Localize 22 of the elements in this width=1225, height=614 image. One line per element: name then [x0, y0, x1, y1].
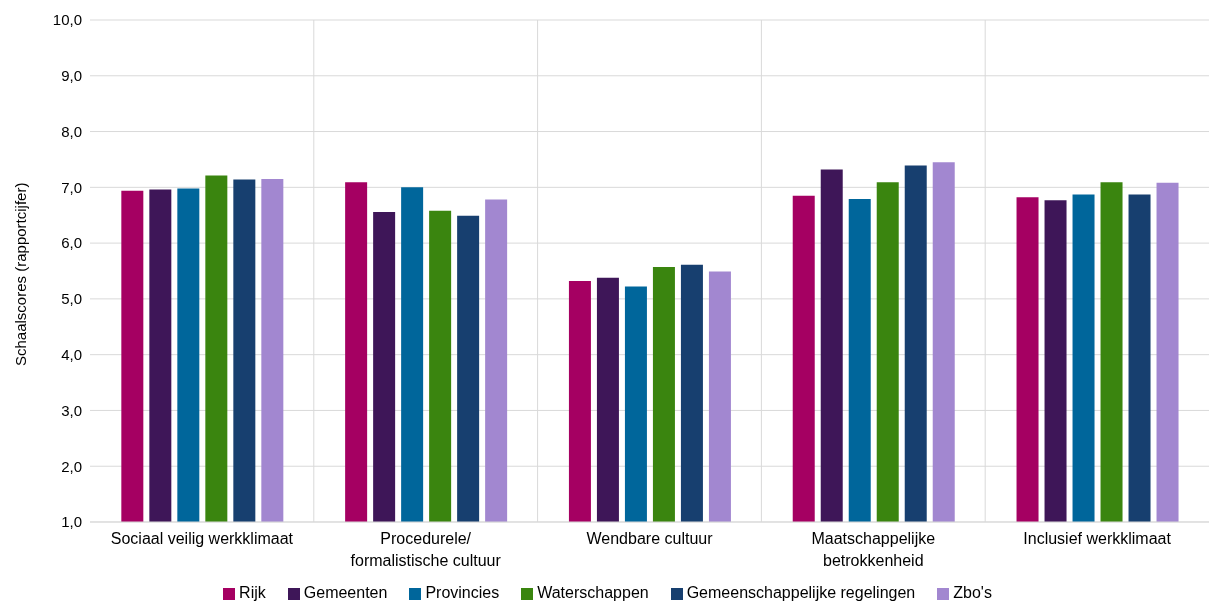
y-axis-title: Schaalscores (rapportcijfer) [12, 182, 30, 366]
legend-label: Gemeenschappelijke regelingen [686, 584, 916, 601]
legend-label: Provincies [425, 584, 500, 601]
x-tick-label: Sociaal veilig werkklimaat [110, 530, 294, 547]
y-tick-label: 10,0 [52, 11, 82, 29]
legend-label: Gemeenten [303, 584, 388, 601]
x-tick-label: Maatschappelijke betrokkenheid [811, 530, 936, 569]
y-tick-label: 9,0 [61, 67, 82, 85]
y-tick-label: 5,0 [61, 290, 82, 308]
y-tick-label: 3,0 [61, 401, 82, 419]
x-tick-label: Procedurele/ formalistische cultuur [350, 530, 502, 569]
y-tick-label: 1,0 [61, 513, 82, 531]
x-tick-label: Inclusief werkklimaat [1023, 530, 1172, 547]
y-tick-label: 8,0 [61, 122, 82, 140]
y-tick-label: 6,0 [61, 234, 82, 252]
legend-label: Waterschappen [537, 584, 649, 601]
x-tick-label: Wendbare cultuur [586, 530, 714, 547]
y-tick-label: 7,0 [61, 178, 82, 196]
legend-label: Zbo's [953, 584, 992, 601]
y-tick-label: 2,0 [61, 457, 82, 475]
y-tick-label: 4,0 [61, 345, 82, 363]
legend-label: Rijk [239, 584, 266, 601]
